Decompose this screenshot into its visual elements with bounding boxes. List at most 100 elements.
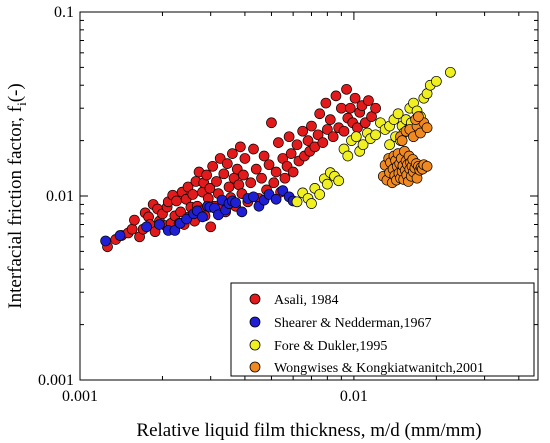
- y-tick-label: 0.01: [46, 188, 74, 205]
- data-point: [238, 169, 249, 181]
- data-point: [266, 117, 277, 129]
- data-point: [341, 83, 352, 95]
- data-point: [291, 196, 303, 208]
- legend-label-wongwises: Wongwises & Kongkiatwanitch,2001: [274, 361, 484, 376]
- data-point: [297, 125, 309, 137]
- data-point: [126, 223, 138, 235]
- data-point: [218, 168, 230, 180]
- y-axis-label-subscript: i: [14, 102, 29, 106]
- data-point: [370, 102, 381, 114]
- data-point: [291, 139, 303, 151]
- y-tick-label: 0.1: [54, 4, 74, 21]
- data-point: [344, 102, 356, 114]
- data-points: [100, 66, 456, 253]
- data-point: [236, 206, 248, 218]
- data-point: [320, 97, 332, 109]
- data-point: [154, 219, 165, 230]
- data-point: [129, 214, 140, 226]
- data-point: [223, 181, 235, 193]
- data-point: [204, 183, 216, 194]
- data-point: [413, 111, 424, 122]
- data-point: [201, 169, 213, 181]
- series-fore: [291, 66, 456, 209]
- y-tick-label: 0.001: [38, 372, 74, 389]
- svg-text:Interfacial friction factor, f: Interfacial friction factor, fi(-): [5, 83, 29, 308]
- legend: Asali, 1984 Shearer & Nedderman,1967 For…: [230, 282, 535, 377]
- data-point: [197, 211, 208, 223]
- data-point: [171, 195, 182, 207]
- series-shearer: [100, 185, 299, 247]
- legend-label-shearer: Shearer & Nedderman,1967: [274, 316, 431, 331]
- legend-marker-wongwises: [249, 361, 261, 373]
- data-point: [314, 189, 326, 200]
- data-point: [421, 122, 433, 134]
- legend-marker-shearer: [249, 316, 261, 328]
- data-point: [230, 197, 241, 209]
- data-point: [250, 163, 262, 175]
- data-point: [349, 92, 361, 104]
- data-point: [256, 172, 267, 184]
- data-point: [248, 191, 259, 203]
- legend-marker-asali: [249, 293, 261, 305]
- data-point: [245, 177, 257, 189]
- x-tick-label: 0.01: [340, 388, 368, 405]
- data-point: [327, 131, 339, 143]
- series-wongwises: [377, 111, 433, 189]
- data-point: [205, 221, 217, 233]
- data-point: [302, 135, 314, 146]
- y-axis-label-unit: (-): [5, 83, 26, 102]
- data-point: [263, 159, 275, 171]
- data-point: [324, 114, 336, 125]
- data-point: [350, 131, 362, 143]
- data-point: [221, 158, 233, 169]
- data-point: [273, 137, 284, 148]
- data-point: [211, 176, 222, 187]
- axis-ticks: 0.001 0.01 0.001 0.01 0.1: [38, 4, 538, 405]
- data-point: [384, 139, 395, 151]
- y-axis-label: Interfacial friction factor, fi(-): [5, 83, 29, 308]
- data-point: [370, 129, 381, 141]
- data-point: [333, 175, 345, 187]
- data-point: [270, 166, 282, 178]
- x-axis-label: Relative liquid film thickness, m/d (mm/…: [136, 420, 481, 441]
- data-point: [312, 129, 324, 141]
- data-point: [363, 95, 374, 106]
- data-point: [306, 198, 317, 209]
- data-point: [207, 160, 219, 172]
- data-point: [338, 125, 350, 137]
- data-point: [270, 193, 282, 205]
- data-point: [357, 139, 369, 151]
- data-point: [392, 108, 404, 120]
- data-point: [285, 148, 297, 159]
- data-point: [268, 177, 280, 189]
- data-point: [100, 235, 111, 247]
- data-point: [317, 137, 329, 148]
- data-point: [227, 148, 238, 159]
- data-point: [445, 66, 456, 78]
- data-point: [421, 160, 433, 172]
- data-point: [175, 206, 186, 218]
- data-point: [431, 75, 442, 87]
- data-point: [235, 141, 246, 153]
- data-point: [342, 150, 354, 162]
- data-point: [114, 230, 126, 241]
- data-point: [187, 189, 199, 200]
- y-axis-label-main: Interfacial friction factor, f: [5, 105, 26, 309]
- data-point: [248, 143, 259, 155]
- data-point: [283, 131, 295, 143]
- data-point: [396, 135, 408, 146]
- data-point: [322, 178, 333, 190]
- data-point: [258, 150, 270, 162]
- data-point: [239, 153, 251, 164]
- legend-label-asali: Asali, 1984: [274, 293, 339, 308]
- legend-marker-fore: [249, 339, 261, 351]
- data-point: [279, 172, 291, 184]
- data-point: [336, 102, 347, 114]
- data-point: [322, 124, 333, 135]
- data-point: [306, 120, 317, 132]
- data-point: [314, 108, 326, 120]
- legend-box: [230, 282, 535, 377]
- data-point: [141, 221, 152, 233]
- data-point: [330, 90, 342, 102]
